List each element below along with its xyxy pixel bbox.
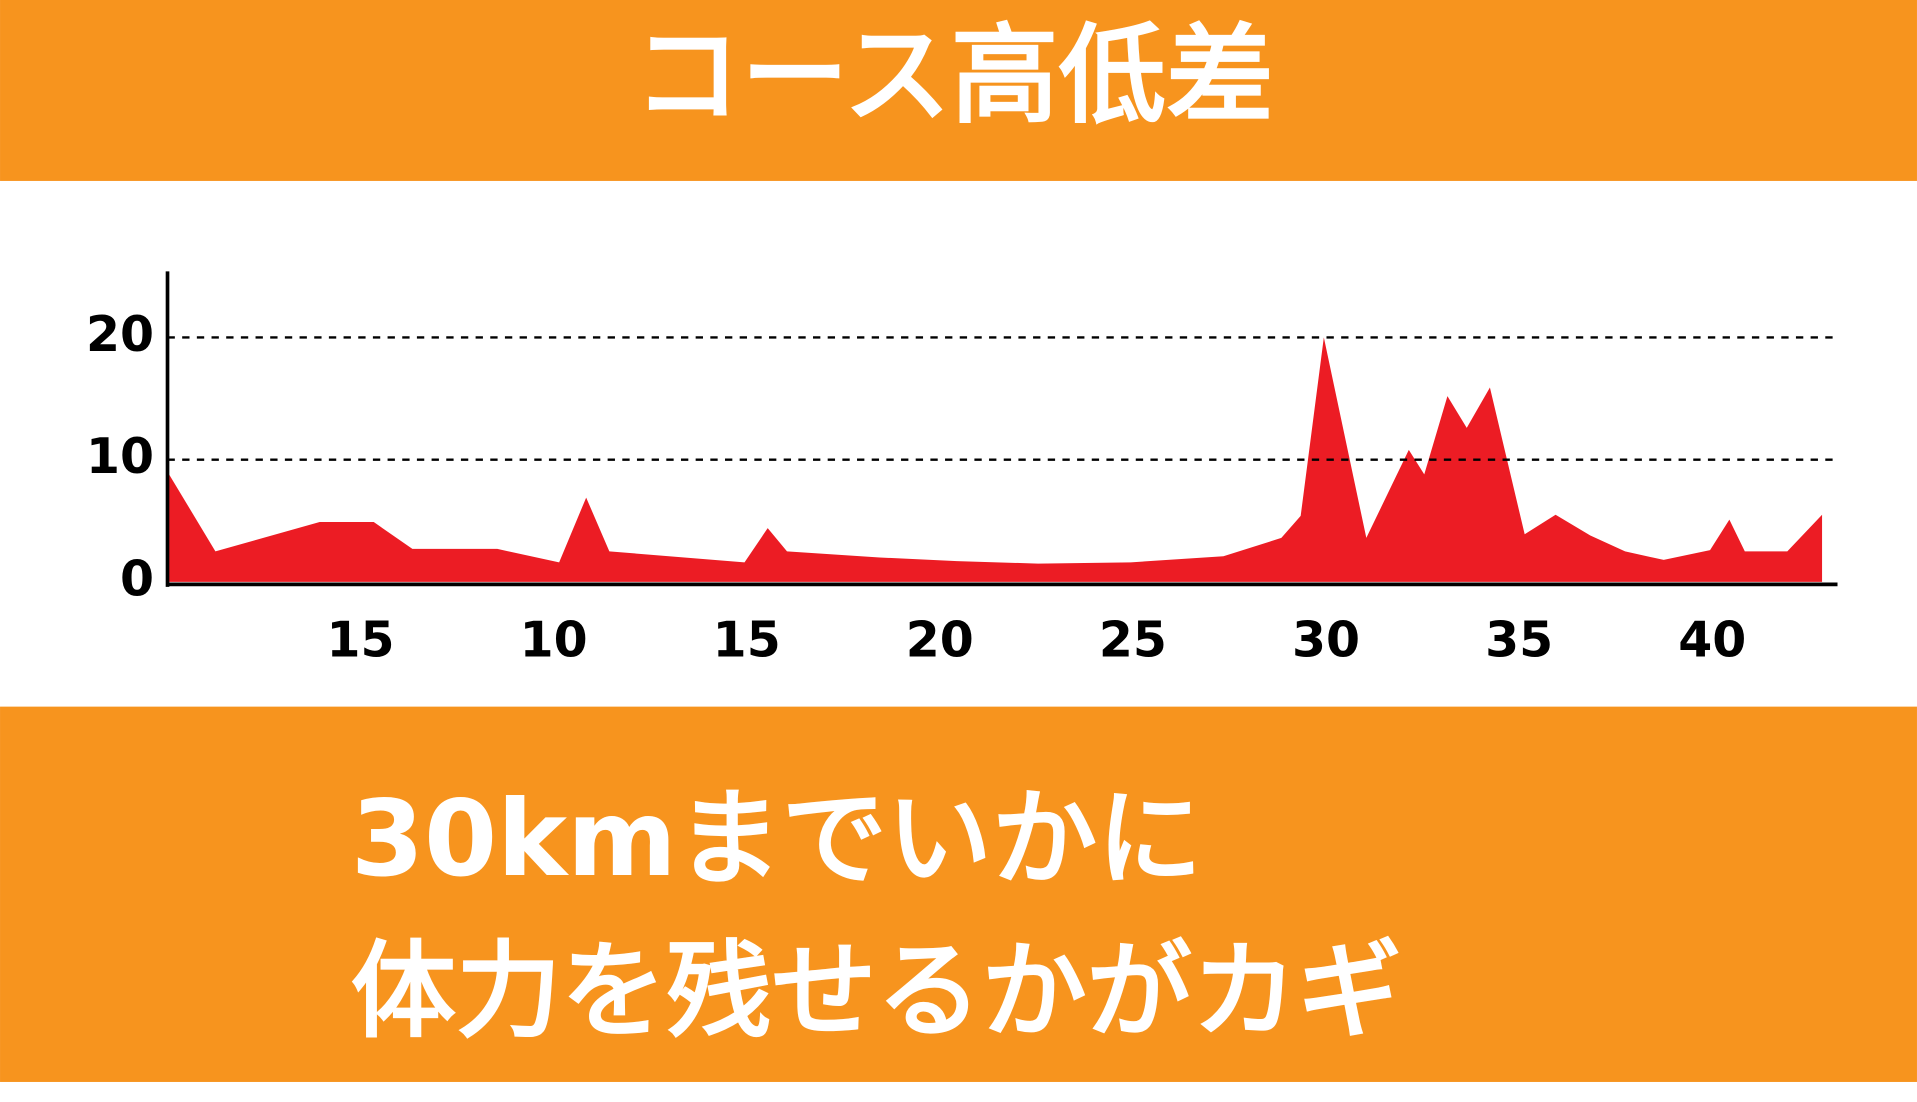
- y-tick-label: 10: [86, 428, 154, 485]
- y-tick-label: 0: [120, 550, 154, 607]
- x-tick-label: 25: [1099, 612, 1167, 669]
- title: コース高低差: [634, 13, 1274, 138]
- x-tick-label: 30: [1292, 612, 1360, 669]
- elevation-area: [169, 337, 1823, 582]
- footer-line: 30kmまでいかに: [351, 777, 1202, 900]
- y-tick-label: 20: [86, 306, 154, 363]
- x-tick-label: 10: [520, 612, 588, 669]
- x-tick-label: 40: [1678, 612, 1746, 669]
- footer-line: 体力を残せるかがカギ: [351, 930, 1402, 1053]
- header-band: [0, 0, 1917, 181]
- x-tick-label: 15: [326, 612, 394, 669]
- x-tick-label: 15: [713, 612, 781, 669]
- footer-band: [0, 706, 1917, 1082]
- x-tick-label: 35: [1485, 612, 1553, 669]
- x-tick-label: 20: [906, 612, 974, 669]
